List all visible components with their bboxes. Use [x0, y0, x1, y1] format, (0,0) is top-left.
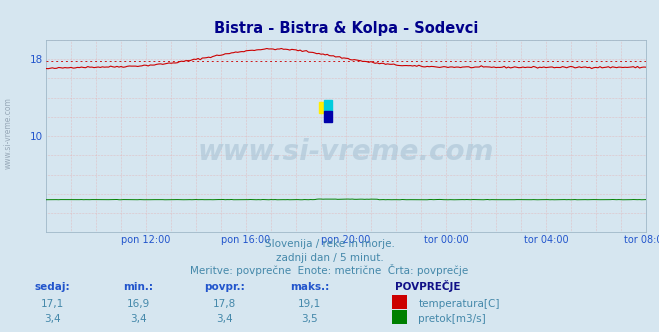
Text: 3,5: 3,5 — [301, 314, 318, 324]
Text: povpr.:: povpr.: — [204, 283, 244, 292]
Text: www.si-vreme.com: www.si-vreme.com — [3, 97, 13, 169]
Text: 3,4: 3,4 — [44, 314, 61, 324]
Bar — [324, 111, 332, 122]
Title: Bistra - Bistra & Kolpa - Sodevci: Bistra - Bistra & Kolpa - Sodevci — [214, 21, 478, 36]
Text: 3,4: 3,4 — [130, 314, 147, 324]
Text: 17,8: 17,8 — [212, 299, 236, 309]
Text: 19,1: 19,1 — [298, 299, 322, 309]
Text: min.:: min.: — [123, 283, 154, 292]
Text: POVPREČJE: POVPREČJE — [395, 281, 461, 292]
Text: maks.:: maks.: — [290, 283, 330, 292]
Text: 17,1: 17,1 — [41, 299, 65, 309]
Bar — [324, 101, 332, 111]
Text: 16,9: 16,9 — [127, 299, 150, 309]
Bar — [319, 102, 327, 113]
Text: www.si-vreme.com: www.si-vreme.com — [198, 137, 494, 166]
Text: Slovenija / reke in morje.: Slovenija / reke in morje. — [264, 239, 395, 249]
Text: 3,4: 3,4 — [215, 314, 233, 324]
Text: Meritve: povprečne  Enote: metrične  Črta: povprečje: Meritve: povprečne Enote: metrične Črta:… — [190, 264, 469, 276]
Text: temperatura[C]: temperatura[C] — [418, 299, 500, 309]
Text: pretok[m3/s]: pretok[m3/s] — [418, 314, 486, 324]
Text: zadnji dan / 5 minut.: zadnji dan / 5 minut. — [275, 253, 384, 263]
Text: sedaj:: sedaj: — [35, 283, 71, 292]
